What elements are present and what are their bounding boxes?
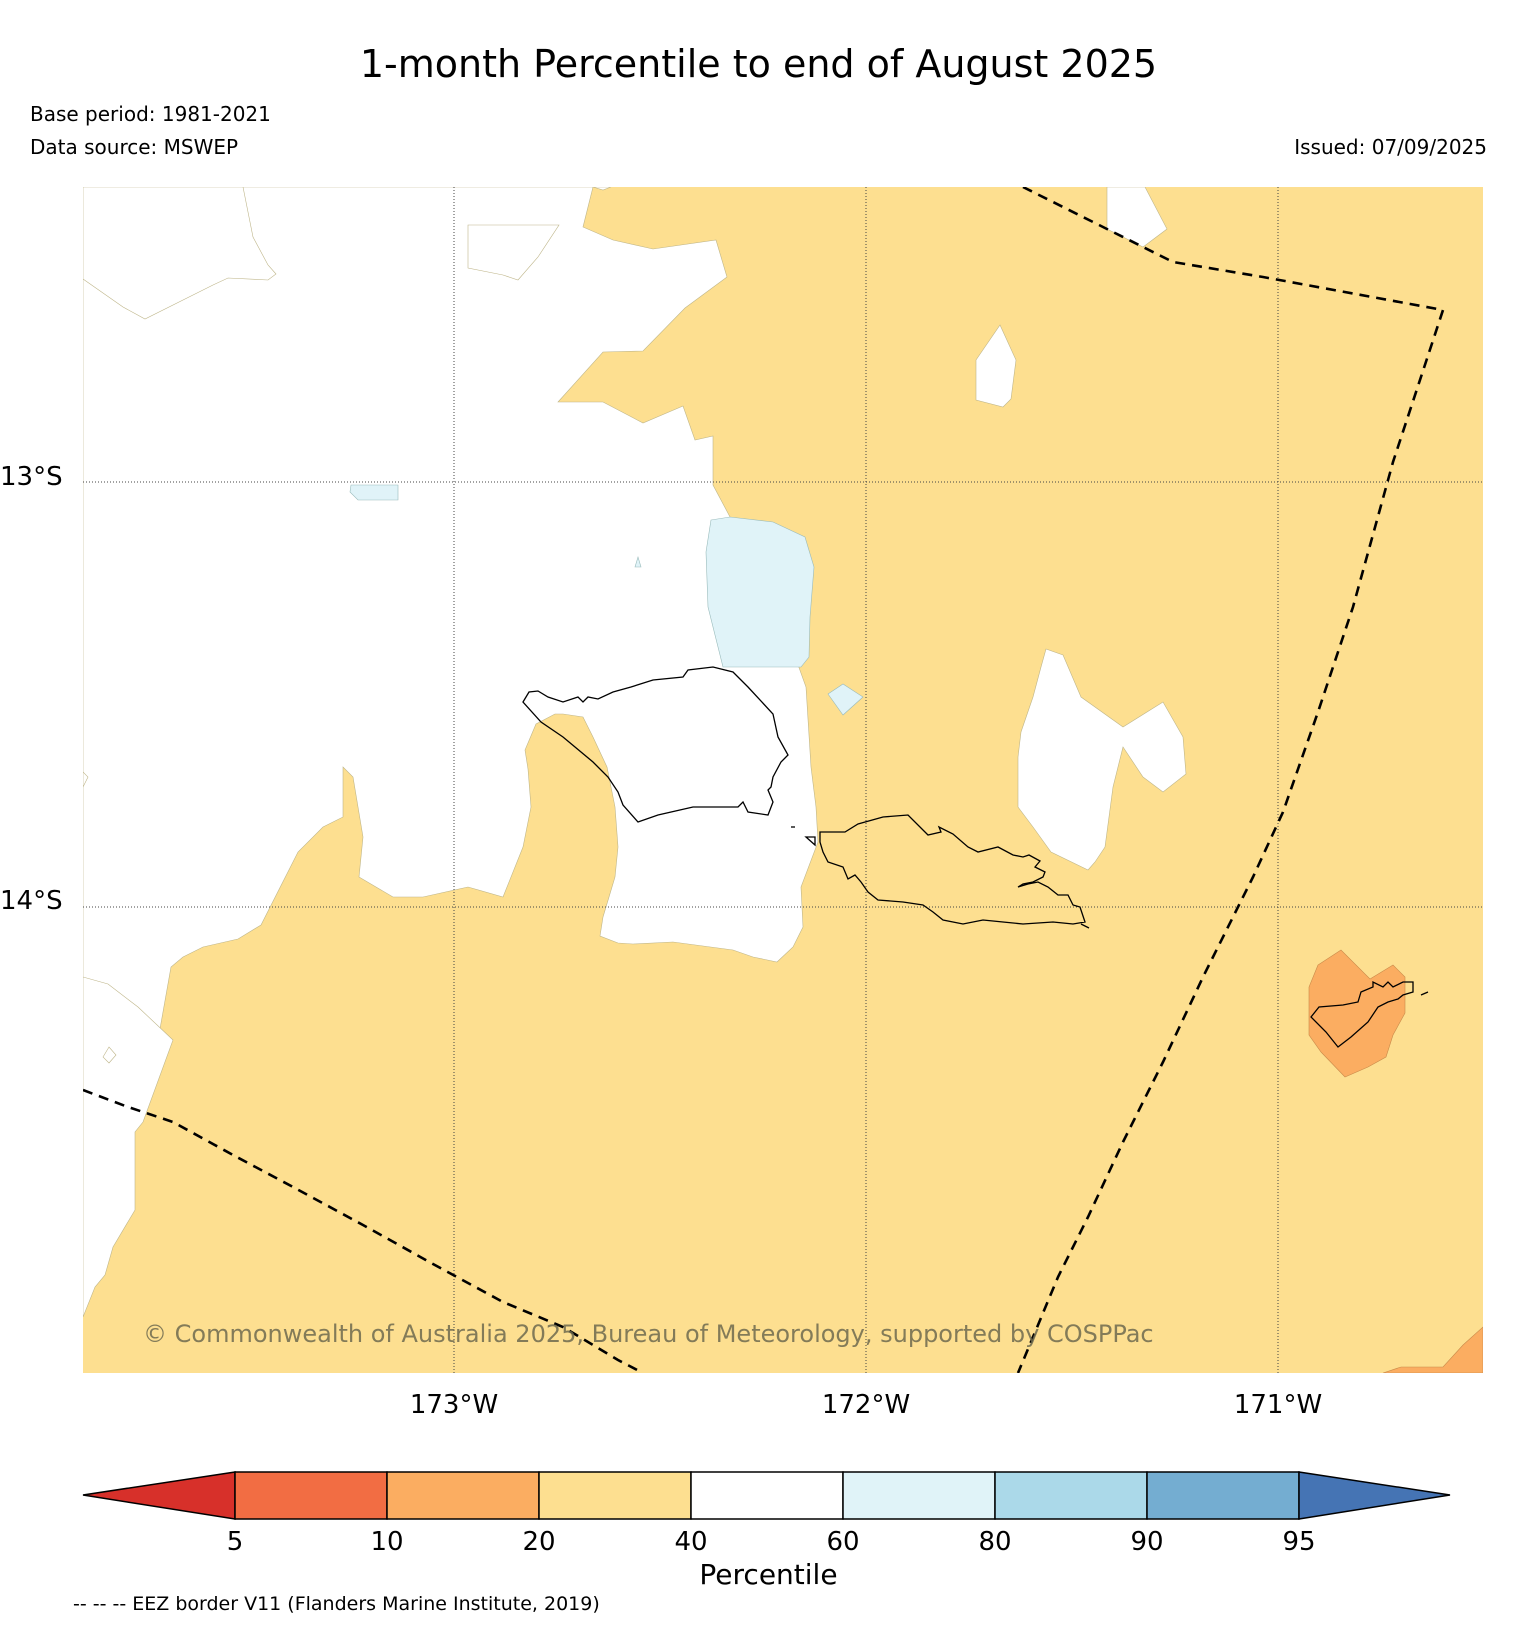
island-fragment xyxy=(1080,923,1090,929)
colorbar-label: Percentile xyxy=(699,1558,838,1591)
percentile-40-60-area xyxy=(975,324,1017,408)
eez-border-note: -- -- -- EEZ border V11 (Flanders Marine… xyxy=(73,1593,600,1615)
graticule xyxy=(83,187,1483,1373)
percentile-40-60-area xyxy=(592,187,612,191)
map-panel: © Commonwealth of Australia 2025, Bureau… xyxy=(83,187,1483,1373)
map-title: 1-month Percentile to end of August 2025 xyxy=(359,42,1158,86)
colorbar-segment-5-10 xyxy=(234,1471,388,1520)
data-source: Data source: MSWEP xyxy=(30,135,239,159)
percentile-40-60-area xyxy=(1017,648,1187,871)
colorbar-segment-below-5 xyxy=(82,1471,236,1520)
colorbar xyxy=(82,1471,1451,1520)
longitude-label-172w: 172°W xyxy=(821,1390,911,1420)
longitude-label-171w: 171°W xyxy=(1233,1390,1323,1420)
island-manono xyxy=(804,836,816,847)
colorbar-segment-60-80 xyxy=(842,1471,996,1520)
issued-date: Issued: 07/09/2025 xyxy=(1294,135,1487,159)
colorbar-segment-40-60 xyxy=(690,1471,844,1520)
island-upolu xyxy=(819,814,1086,925)
colorbar-tick-95: 95 xyxy=(1282,1527,1316,1557)
island-fragment xyxy=(1420,991,1429,996)
coastline xyxy=(522,666,1429,1048)
percentile-60-80-area xyxy=(827,683,864,716)
percentile-10-20-area xyxy=(1308,949,1406,1078)
percentile-map xyxy=(83,187,1483,1373)
percentile-10-20-area xyxy=(1382,1326,1483,1373)
colorbar-tick-60: 60 xyxy=(826,1527,860,1557)
eez-border xyxy=(83,187,1445,1373)
longitude-label-173w: 173°W xyxy=(409,1390,499,1420)
colorbar-segment-90-95 xyxy=(1146,1471,1300,1520)
latitude-label-14s: 14°S xyxy=(0,886,63,916)
island-savaii xyxy=(522,666,789,823)
island-tutuila xyxy=(1310,980,1414,1048)
colorbar-tick-20: 20 xyxy=(522,1527,556,1557)
colorbar-tick-90: 90 xyxy=(1130,1527,1164,1557)
percentile-60-80-area xyxy=(634,555,642,568)
colorbar-tick-40: 40 xyxy=(674,1527,708,1557)
colorbar-segment-10-20 xyxy=(386,1471,540,1520)
percentile-40-60-area xyxy=(1106,187,1168,248)
percentile-40-60-area xyxy=(467,224,560,281)
percentile-60-80-area xyxy=(349,484,399,501)
colorbar-tick-10: 10 xyxy=(370,1527,404,1557)
percentile-40-60-area xyxy=(102,1046,117,1064)
colorbar-segment-above-95 xyxy=(1298,1471,1451,1520)
percentile-40-60-area xyxy=(83,976,174,1318)
percentile-60-80-area xyxy=(705,516,815,668)
colorbar-tick-80: 80 xyxy=(978,1527,1012,1557)
colorbar-segment-20-40 xyxy=(538,1471,692,1520)
latitude-label-13s: 13°S xyxy=(0,462,63,492)
colorbar-tick-5: 5 xyxy=(226,1527,244,1557)
base-period: Base period: 1981-2021 xyxy=(30,102,271,126)
colorbar-segment-80-90 xyxy=(994,1471,1148,1520)
copyright-notice: © Commonwealth of Australia 2025, Bureau… xyxy=(143,1320,1154,1348)
percentile-40-60-area xyxy=(83,771,89,788)
